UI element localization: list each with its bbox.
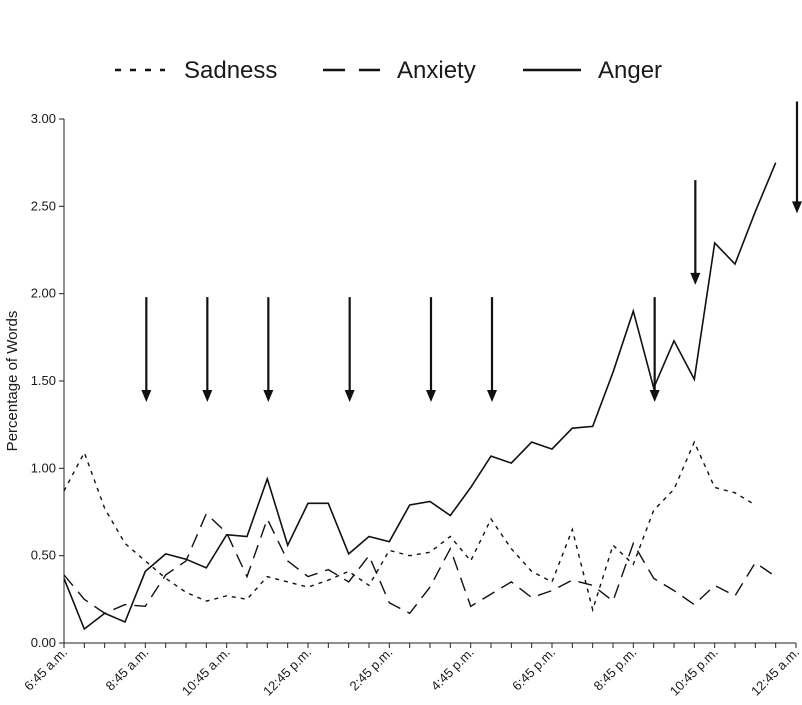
- arrow-head: [690, 272, 701, 285]
- y-axis-title: Percentage of Words: [4, 311, 21, 452]
- x-tick-label: 10:45 p.m.: [667, 645, 721, 699]
- legend-label-anger: Anger: [598, 57, 662, 84]
- legend: Sadness Anxiety Anger: [115, 57, 662, 84]
- x-tick-label: 6:45 p.m.: [509, 645, 558, 694]
- arrow-head: [426, 389, 436, 402]
- arrow-head: [487, 389, 497, 402]
- y-tick-label: 0.00: [31, 635, 56, 650]
- arrow-head: [263, 389, 274, 402]
- arrow-head: [344, 389, 355, 402]
- x-tick-label: 12:45 p.m.: [260, 645, 314, 699]
- arrow-annotations: [141, 101, 802, 402]
- y-tick-label: 1.50: [31, 373, 56, 388]
- series-line-anxiety: [63, 512, 777, 615]
- y-tick-label: 0.50: [31, 548, 56, 563]
- x-tick-label: 10:45 a.m.: [179, 645, 233, 699]
- legend-label-sadness: Sadness: [184, 57, 277, 84]
- arrow-head: [141, 389, 152, 402]
- arrow-head: [792, 201, 802, 214]
- x-tick-label: 12:45 a.m.: [748, 645, 802, 699]
- x-tick-label: 2:45 p.m.: [347, 645, 396, 694]
- x-tick-label: 8:45 a.m.: [103, 645, 152, 694]
- arrow-head: [202, 389, 213, 402]
- series-layer: [63, 162, 777, 631]
- series-line-sadness: [63, 440, 756, 613]
- y-tick-label: 2.00: [31, 286, 56, 301]
- x-tick-label: 4:45 p.m.: [428, 645, 477, 694]
- series-line-anger: [63, 162, 777, 631]
- x-tick-label: 8:45 p.m.: [591, 645, 640, 694]
- y-tick-label: 2.50: [31, 198, 56, 213]
- y-tick-label: 1.00: [31, 460, 56, 475]
- y-tick-label: 3.00: [31, 111, 56, 126]
- arrow-head: [649, 389, 660, 402]
- legend-label-anxiety: Anxiety: [397, 57, 476, 84]
- x-tick-label: 6:45 a.m.: [21, 645, 70, 694]
